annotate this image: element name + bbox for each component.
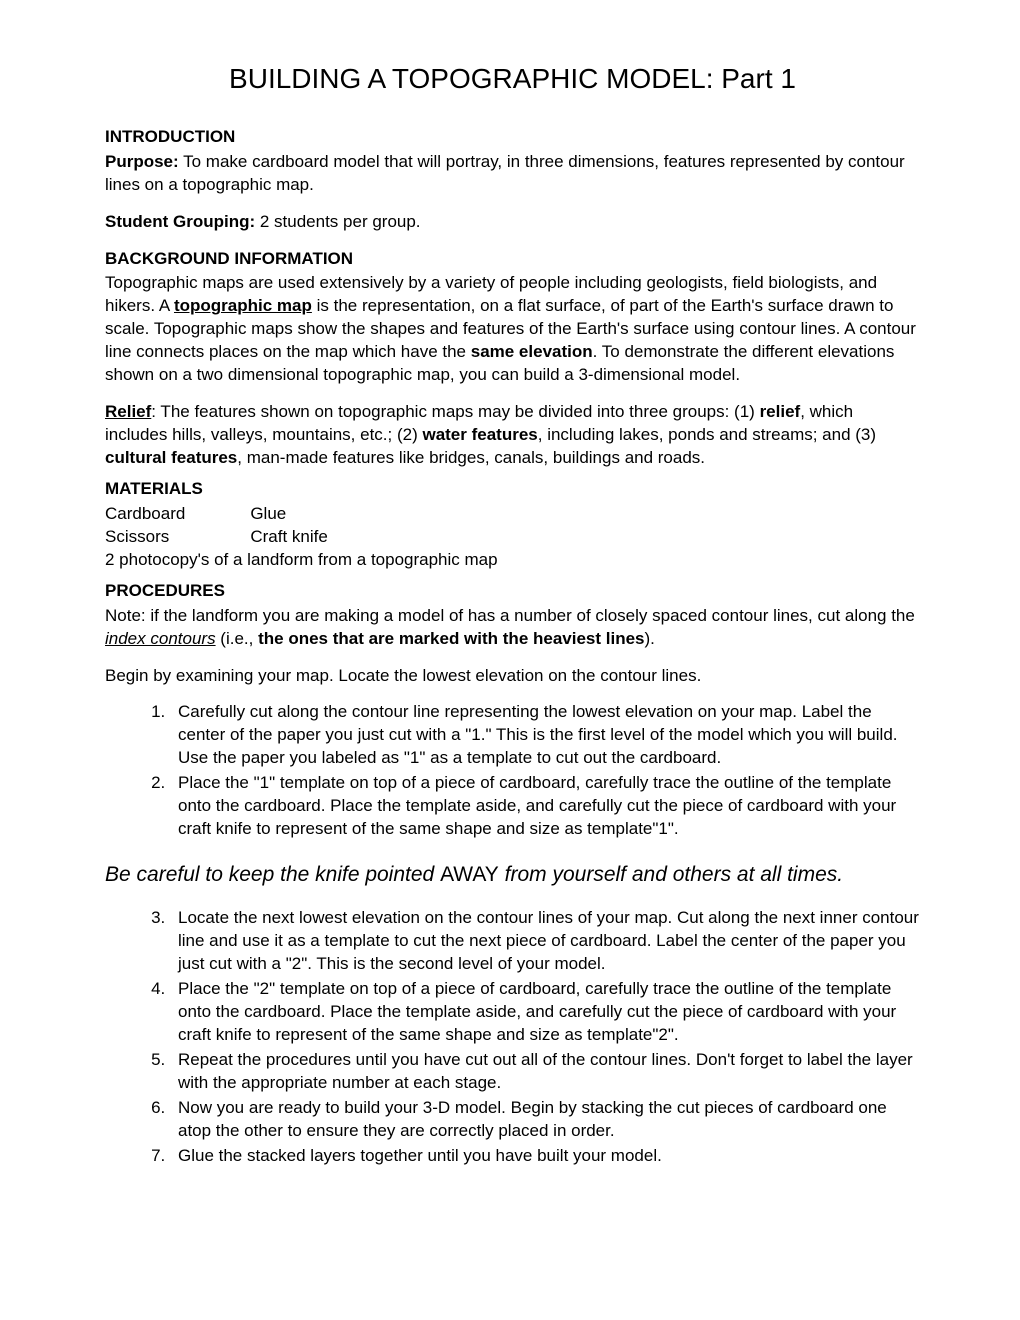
procedures-heading-text: PROCEDURES <box>105 581 225 600</box>
procedure-step: Glue the stacked layers together until y… <box>170 1145 920 1168</box>
grouping-label: Student Grouping: <box>105 212 255 231</box>
intro-heading-text: INTRODUCTION <box>105 127 235 146</box>
warning-b: from yourself and others at all times. <box>499 863 843 886</box>
note-b: (i.e., <box>216 629 259 648</box>
procedure-step: Locate the next lowest elevation on the … <box>170 907 920 976</box>
material-item: Craft knife <box>250 526 327 549</box>
note-c: ). <box>645 629 655 648</box>
introduction-heading: INTRODUCTION <box>105 126 920 149</box>
background-p1: Topographic maps are used extensively by… <box>105 272 920 387</box>
purpose-paragraph: Purpose: To make cardboard model that wi… <box>105 151 920 197</box>
bg-p2-a: : The features shown on topographic maps… <box>151 402 759 421</box>
procedure-step: Place the "2" template on top of a piece… <box>170 978 920 1047</box>
background-p2: Relief: The features shown on topographi… <box>105 401 920 470</box>
grouping-text: 2 students per group. <box>255 212 420 231</box>
topographic-map-term: topographic map <box>174 296 312 315</box>
procedure-step: Repeat the procedures until you have cut… <box>170 1049 920 1095</box>
materials-heading-text: MATERIALS <box>105 479 203 498</box>
procedures-note: Note: if the landform you are making a m… <box>105 605 920 651</box>
grouping-paragraph: Student Grouping: 2 students per group. <box>105 211 920 234</box>
procedures-list-b: Locate the next lowest elevation on the … <box>105 907 920 1167</box>
relief-term: Relief <box>105 402 151 421</box>
cultural-features-term: cultural features <box>105 448 237 467</box>
materials-heading: MATERIALS <box>105 478 920 501</box>
materials-extra: 2 photocopy's of a landform from a topog… <box>105 549 920 572</box>
relief-term-2: relief <box>760 402 801 421</box>
procedures-heading: PROCEDURES <box>105 580 920 603</box>
materials-col-2: Glue Craft knife <box>250 503 327 549</box>
procedure-step: Carefully cut along the contour line rep… <box>170 701 920 770</box>
purpose-text: To make cardboard model that will portra… <box>105 152 905 194</box>
warning-away: AWAY <box>440 863 499 886</box>
background-heading-text: BACKGROUND INFORMATION <box>105 249 353 268</box>
same-elevation-term: same elevation <box>471 342 593 361</box>
bg-p2-d: , man-made features like bridges, canals… <box>237 448 705 467</box>
procedures-list-a: Carefully cut along the contour line rep… <box>105 701 920 841</box>
warning-a: Be careful to keep the knife pointed <box>105 863 440 886</box>
purpose-label: Purpose: <box>105 152 179 171</box>
material-item: Glue <box>250 503 327 526</box>
material-item: Scissors <box>105 526 185 549</box>
procedures-begin: Begin by examining your map. Locate the … <box>105 665 920 688</box>
materials-table: Cardboard Scissors Glue Craft knife <box>105 503 920 549</box>
water-features-term: water features <box>422 425 537 444</box>
document-title: BUILDING A TOPOGRAPHIC MODEL: Part 1 <box>105 60 920 98</box>
procedure-step: Place the "1" template on top of a piece… <box>170 772 920 841</box>
background-heading: BACKGROUND INFORMATION <box>105 248 920 271</box>
heaviest-lines-term: the ones that are marked with the heavie… <box>258 629 644 648</box>
safety-warning: Be careful to keep the knife pointed AWA… <box>105 861 920 889</box>
materials-col-1: Cardboard Scissors <box>105 503 185 549</box>
material-item: Cardboard <box>105 503 185 526</box>
procedure-step: Now you are ready to build your 3-D mode… <box>170 1097 920 1143</box>
index-contours-term: index contours <box>105 629 216 648</box>
note-a: Note: if the landform you are making a m… <box>105 606 915 625</box>
bg-p2-c: , including lakes, ponds and streams; an… <box>538 425 876 444</box>
